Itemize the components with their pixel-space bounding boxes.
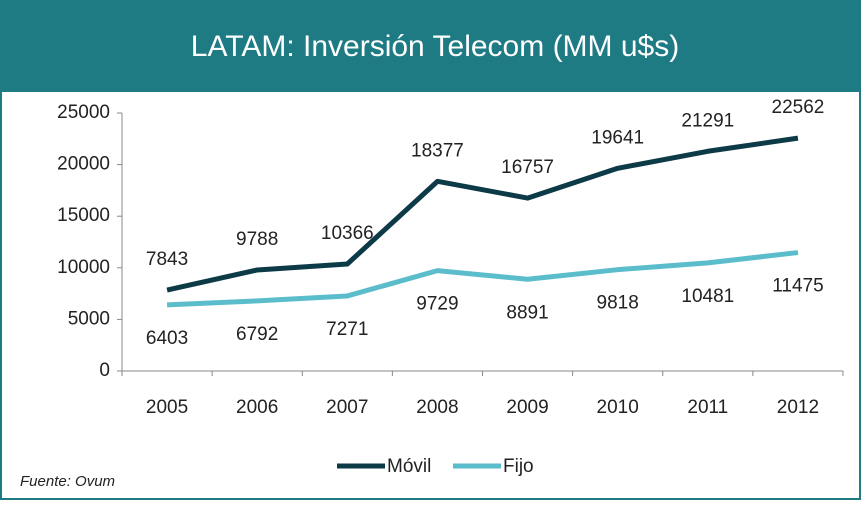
data-label: 9818 [597, 293, 639, 314]
x-tick-label: 2009 [506, 397, 548, 418]
data-label: 16757 [501, 157, 554, 178]
data-label: 10366 [321, 223, 374, 244]
data-label: 8891 [506, 302, 548, 323]
data-label: 9729 [416, 294, 458, 315]
y-tick-label: 25000 [57, 102, 110, 123]
source: Fuente: Ovum [20, 473, 115, 490]
x-tick-label: 2007 [326, 397, 368, 418]
x-tick-label: 2012 [777, 397, 819, 418]
x-tick-label: 2010 [597, 397, 639, 418]
data-label: 21291 [681, 110, 734, 131]
y-tick-label: 0 [99, 360, 110, 381]
data-label: 22562 [772, 97, 825, 118]
legend-label: Fijo [503, 456, 534, 477]
data-label: 6792 [236, 324, 278, 345]
legend-label: Móvil [387, 456, 431, 477]
y-tick-label: 20000 [57, 154, 110, 175]
title-bar [0, 0, 861, 92]
data-label: 10481 [681, 286, 734, 307]
data-label: 7843 [146, 249, 188, 270]
data-label: 18377 [411, 140, 464, 161]
data-label: 19641 [591, 127, 644, 148]
x-tick-label: 2005 [146, 397, 188, 418]
chart-title: LATAM: Inversión Telecom (MM u$s) [191, 30, 679, 63]
x-tick-label: 2006 [236, 397, 278, 418]
x-tick-label: 2011 [687, 397, 728, 418]
data-label: 9788 [236, 229, 278, 250]
data-label: 6403 [146, 328, 188, 349]
x-tick-label: 2008 [416, 397, 458, 418]
series-line [166, 250, 799, 308]
series-line [166, 135, 799, 293]
data-label: 7271 [326, 319, 368, 340]
y-tick-label: 10000 [57, 257, 110, 278]
data-label: 11475 [772, 276, 823, 297]
y-tick-label: 15000 [57, 205, 110, 226]
y-tick-label: 5000 [68, 308, 110, 329]
